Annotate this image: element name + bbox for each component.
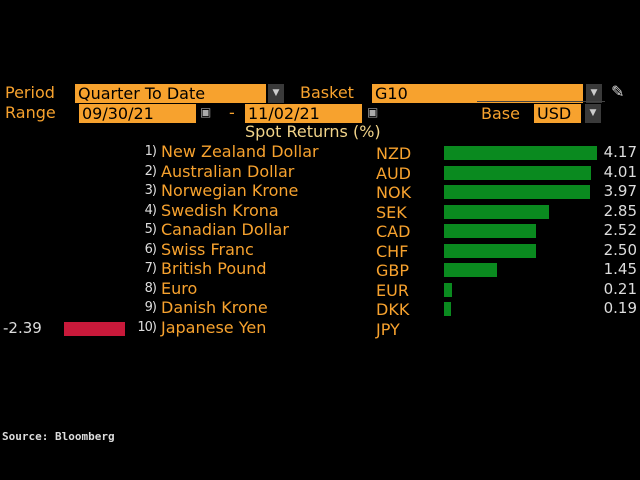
list-item[interactable]: 10) Japanese Yen JPY -2.39 [0, 317, 640, 339]
value-label: 0.21 [603, 279, 637, 298]
rank-number: 6) [144, 241, 157, 257]
basket-select[interactable]: G10 [372, 84, 583, 103]
currency-name: Swedish Krona [161, 200, 279, 220]
currency-code: AUD [376, 163, 411, 183]
rank-number: 3) [144, 183, 157, 198]
bar [444, 165, 592, 180]
currency-name: Norwegian Krone [161, 181, 299, 200]
bar [444, 224, 537, 238]
currency-code: CAD [376, 222, 411, 241]
base-select[interactable]: USD [534, 104, 581, 123]
list-item[interactable]: 6) Swiss Franc CHF 2.50 [0, 239, 640, 261]
list-item[interactable]: 5) Canadian Dollar CAD 2.52 [0, 220, 640, 241]
value-label: 2.85 [603, 201, 637, 220]
currency-name: Canadian Dollar [161, 220, 289, 239]
currency-name: Danish Krone [161, 298, 268, 317]
currency-code: EUR [376, 280, 409, 300]
bar [444, 263, 498, 277]
calendar-start-icon[interactable]: ▣ [200, 105, 212, 119]
list-item[interactable]: 4) Swedish Krona SEK 2.85 [0, 200, 640, 222]
value-label: -2.39 [3, 318, 42, 337]
rank-number: 9) [144, 300, 157, 315]
list-item[interactable]: 3) Norwegian Krone NOK 3.97 [0, 181, 640, 202]
base-dropdown-icon[interactable]: ▼ [585, 104, 601, 123]
currency-code: NZD [376, 144, 412, 163]
range-end-input[interactable]: 11/02/21 [245, 104, 362, 123]
currency-code: DKK [376, 300, 410, 319]
base-label: Base [481, 104, 520, 123]
period-label: Period [5, 83, 55, 102]
currency-name: Euro [161, 278, 198, 298]
bar [444, 204, 549, 219]
currency-name: Swiss Franc [161, 239, 254, 259]
value-label: 1.45 [603, 260, 637, 278]
bar [444, 243, 536, 258]
bar [444, 185, 590, 199]
range-start-input[interactable]: 09/30/21 [79, 104, 196, 123]
rank-number: 1) [144, 144, 157, 159]
list-item[interactable]: 7) British Pound GBP 1.45 [0, 259, 640, 280]
period-select[interactable]: Quarter To Date [75, 84, 266, 103]
list-item[interactable]: 1) New Zealand Dollar NZD 4.17 [0, 142, 640, 163]
value-label: 2.50 [603, 240, 637, 259]
chart-title: Spot Returns (%) [245, 122, 381, 141]
rank-number: 4) [144, 202, 157, 218]
pencil-icon[interactable]: ✎ [611, 82, 625, 101]
currency-code: CHF [376, 241, 409, 261]
bar [444, 302, 451, 316]
currency-name: New Zealand Dollar [161, 142, 319, 161]
currency-name: Japanese Yen [161, 317, 267, 337]
list-item[interactable]: 8) Euro EUR 0.21 [0, 278, 640, 300]
rank-number: 7) [144, 261, 157, 276]
rank-number: 5) [144, 222, 157, 237]
currency-code: GBP [376, 261, 410, 280]
range-separator: - [229, 103, 235, 122]
value-label: 3.97 [603, 182, 637, 200]
source-label: Source: Bloomberg [2, 430, 115, 443]
list-item[interactable]: 9) Danish Krone DKK 0.19 [0, 298, 640, 319]
value-label: 0.19 [603, 299, 637, 317]
list-item[interactable]: 2) Australian Dollar AUD 4.01 [0, 161, 640, 183]
calendar-end-icon[interactable]: ▣ [367, 105, 379, 119]
currency-code: SEK [376, 202, 407, 222]
currency-code: JPY [376, 319, 400, 339]
bar [64, 321, 125, 336]
bar [444, 282, 452, 297]
rank-number: 10) [137, 319, 157, 335]
rank-number: 2) [144, 163, 157, 179]
currency-name: Australian Dollar [161, 161, 295, 181]
currency-code: NOK [376, 183, 412, 202]
divider [477, 101, 605, 102]
basket-label: Basket [300, 83, 354, 102]
value-label: 4.17 [603, 143, 637, 161]
period-dropdown-icon[interactable]: ▼ [268, 84, 284, 103]
range-label: Range [5, 103, 56, 122]
bar [444, 146, 598, 160]
value-label: 4.01 [603, 162, 637, 181]
rank-number: 8) [144, 280, 157, 296]
value-label: 2.52 [603, 221, 637, 239]
basket-dropdown-icon[interactable]: ▼ [586, 84, 602, 103]
currency-name: British Pound [161, 259, 267, 278]
